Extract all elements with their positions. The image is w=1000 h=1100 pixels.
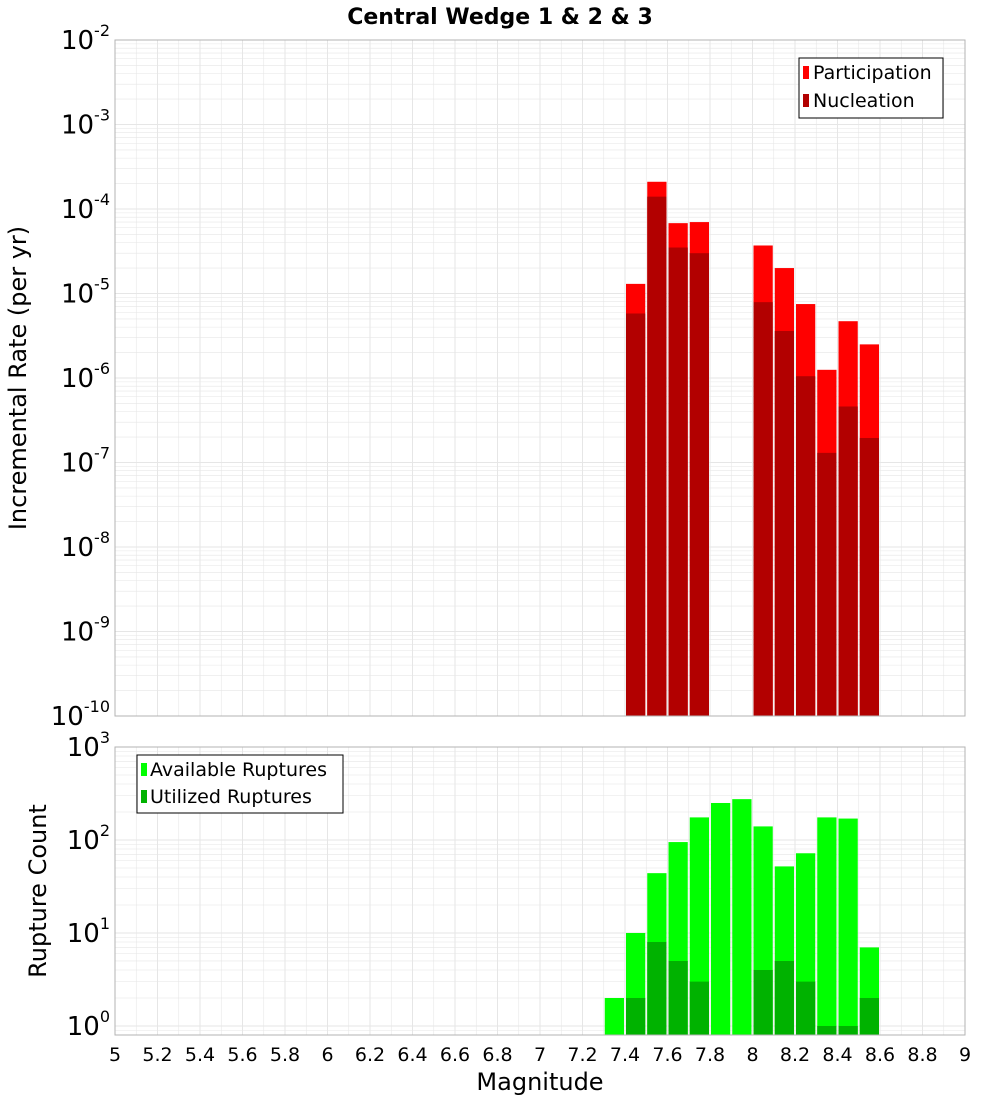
x-tick-label: 5 (109, 1044, 121, 1066)
bottom-y-axis-label: Rupture Count (24, 804, 52, 978)
bottom-panel: 100 101 102 103 Rupture Count Available Rup… (24, 728, 966, 1042)
bottom-bar-series2 (838, 1025, 858, 1035)
x-tick-label: 6.2 (355, 1044, 385, 1066)
x-tick-label: 5.2 (142, 1044, 172, 1066)
top-bar-series2 (838, 406, 858, 716)
top-y-tick-label: 10-10 (51, 697, 110, 732)
top-y-tick-label: 10-2 (61, 21, 110, 56)
legend-label-nucleation: Nucleation (813, 90, 915, 112)
top-bar-series2 (796, 376, 816, 716)
x-tick-label: 6.4 (397, 1044, 427, 1066)
legend-label-participation: Participation (813, 62, 932, 84)
top-y-tick-label: 10-5 (61, 275, 110, 310)
top-plot-frame (114, 39, 966, 717)
top-y-axis-label: Incremental Rate (per yr) (4, 226, 32, 530)
legend-swatch-nucleation (803, 94, 809, 107)
top-gridlines (114, 39, 966, 717)
x-tick-label: 9 (959, 1044, 971, 1066)
top-y-tick-label: 10-3 (61, 106, 110, 141)
bottom-bar-series1 (732, 799, 752, 1035)
x-tick-label: 7.8 (695, 1044, 725, 1066)
top-y-tick-label: 10-8 (61, 528, 110, 563)
legend-label-available: Available Ruptures (150, 759, 327, 781)
bottom-bar-series2 (689, 981, 709, 1035)
top-panel: 10-10 10-9 10-8 10-7 10-6 10-5 10-4 10-3 10-2 In… (4, 21, 966, 732)
bottom-bar-series2 (668, 960, 688, 1035)
bottom-legend-box (136, 754, 344, 814)
x-tick-label: 6.6 (440, 1044, 470, 1066)
chart-title: Central Wedge 1 & 2 & 3 (347, 5, 653, 30)
top-y-tick-labels: 10-10 10-9 10-8 10-7 10-6 10-5 10-4 10-3 10-2 (51, 21, 110, 732)
legend-swatch-available (141, 763, 147, 776)
bottom-bar-series2 (774, 960, 794, 1035)
top-y-tick-label: 10-4 (61, 190, 110, 225)
x-tick-label: 5.4 (185, 1044, 215, 1066)
bottom-y-tick-label: 100 (67, 1007, 110, 1042)
x-tick-label: 8.4 (822, 1044, 852, 1066)
x-tick-label: 8.8 (907, 1044, 937, 1066)
top-bar-series2 (753, 302, 773, 716)
x-tick-label: 7.2 (567, 1044, 597, 1066)
top-bar-series2 (689, 253, 709, 716)
legend-label-utilized: Utilized Ruptures (150, 786, 312, 808)
top-bar-series2 (774, 330, 794, 716)
bottom-bar-series1 (604, 997, 624, 1035)
bottom-legend: Available Ruptures Utilized Ruptures (136, 754, 344, 814)
x-tick-label: 6 (321, 1044, 333, 1066)
x-axis-label: Magnitude (476, 1068, 603, 1096)
bottom-y-tick-label: 101 (67, 914, 110, 949)
bottom-bar-series1 (689, 817, 709, 1035)
top-bars (626, 181, 879, 717)
top-y-tick-label: 10-6 (61, 359, 110, 394)
x-tick-label: 5.6 (227, 1044, 257, 1066)
top-bar-series2 (817, 452, 837, 716)
top-y-tick-label: 10-9 (61, 613, 110, 648)
x-tick-label: 7.6 (652, 1044, 682, 1066)
top-bar-series2 (626, 313, 646, 716)
x-tick-label: 7 (534, 1044, 546, 1066)
legend-swatch-participation (803, 66, 809, 79)
bottom-bar-series2 (796, 981, 816, 1035)
top-legend: Participation Nucleation (798, 57, 944, 119)
bottom-y-tick-label: 102 (67, 821, 110, 856)
x-tick-label: 8.6 (865, 1044, 895, 1066)
top-bar-series2 (647, 196, 667, 717)
bottom-plot-frame (114, 746, 966, 1036)
legend-swatch-utilized (141, 790, 147, 803)
top-y-tick-label: 10-7 (61, 444, 110, 479)
bottom-y-tick-labels: 100 101 102 103 (67, 728, 110, 1042)
x-tick-labels: 5 5.2 5.4 5.6 5.8 6 6.2 6.4 6.6 6.8 7 7.2 7.4 7.6 7.8 8… (109, 1044, 971, 1066)
bottom-bar-series2 (626, 997, 646, 1035)
bottom-bar-series2 (647, 942, 667, 1035)
top-bar-series2 (859, 437, 879, 716)
bottom-bar-series2 (859, 997, 879, 1035)
top-bar-series2 (668, 247, 688, 716)
x-tick-label: 7.4 (610, 1044, 640, 1066)
bottom-y-tick-label: 103 (67, 728, 110, 763)
bottom-bar-series1 (838, 818, 858, 1035)
bottom-bar-series1 (817, 817, 837, 1035)
top-legend-box (798, 57, 944, 119)
x-tick-label: 5.8 (270, 1044, 300, 1066)
bottom-bar-series1 (711, 802, 731, 1035)
x-tick-label: 6.8 (482, 1044, 512, 1066)
x-tick-label: 8.2 (780, 1044, 810, 1066)
x-tick-label: 8 (746, 1044, 758, 1066)
bottom-bar-series2 (817, 1025, 837, 1035)
bottom-bars (604, 799, 879, 1035)
bottom-bar-series2 (753, 969, 773, 1035)
